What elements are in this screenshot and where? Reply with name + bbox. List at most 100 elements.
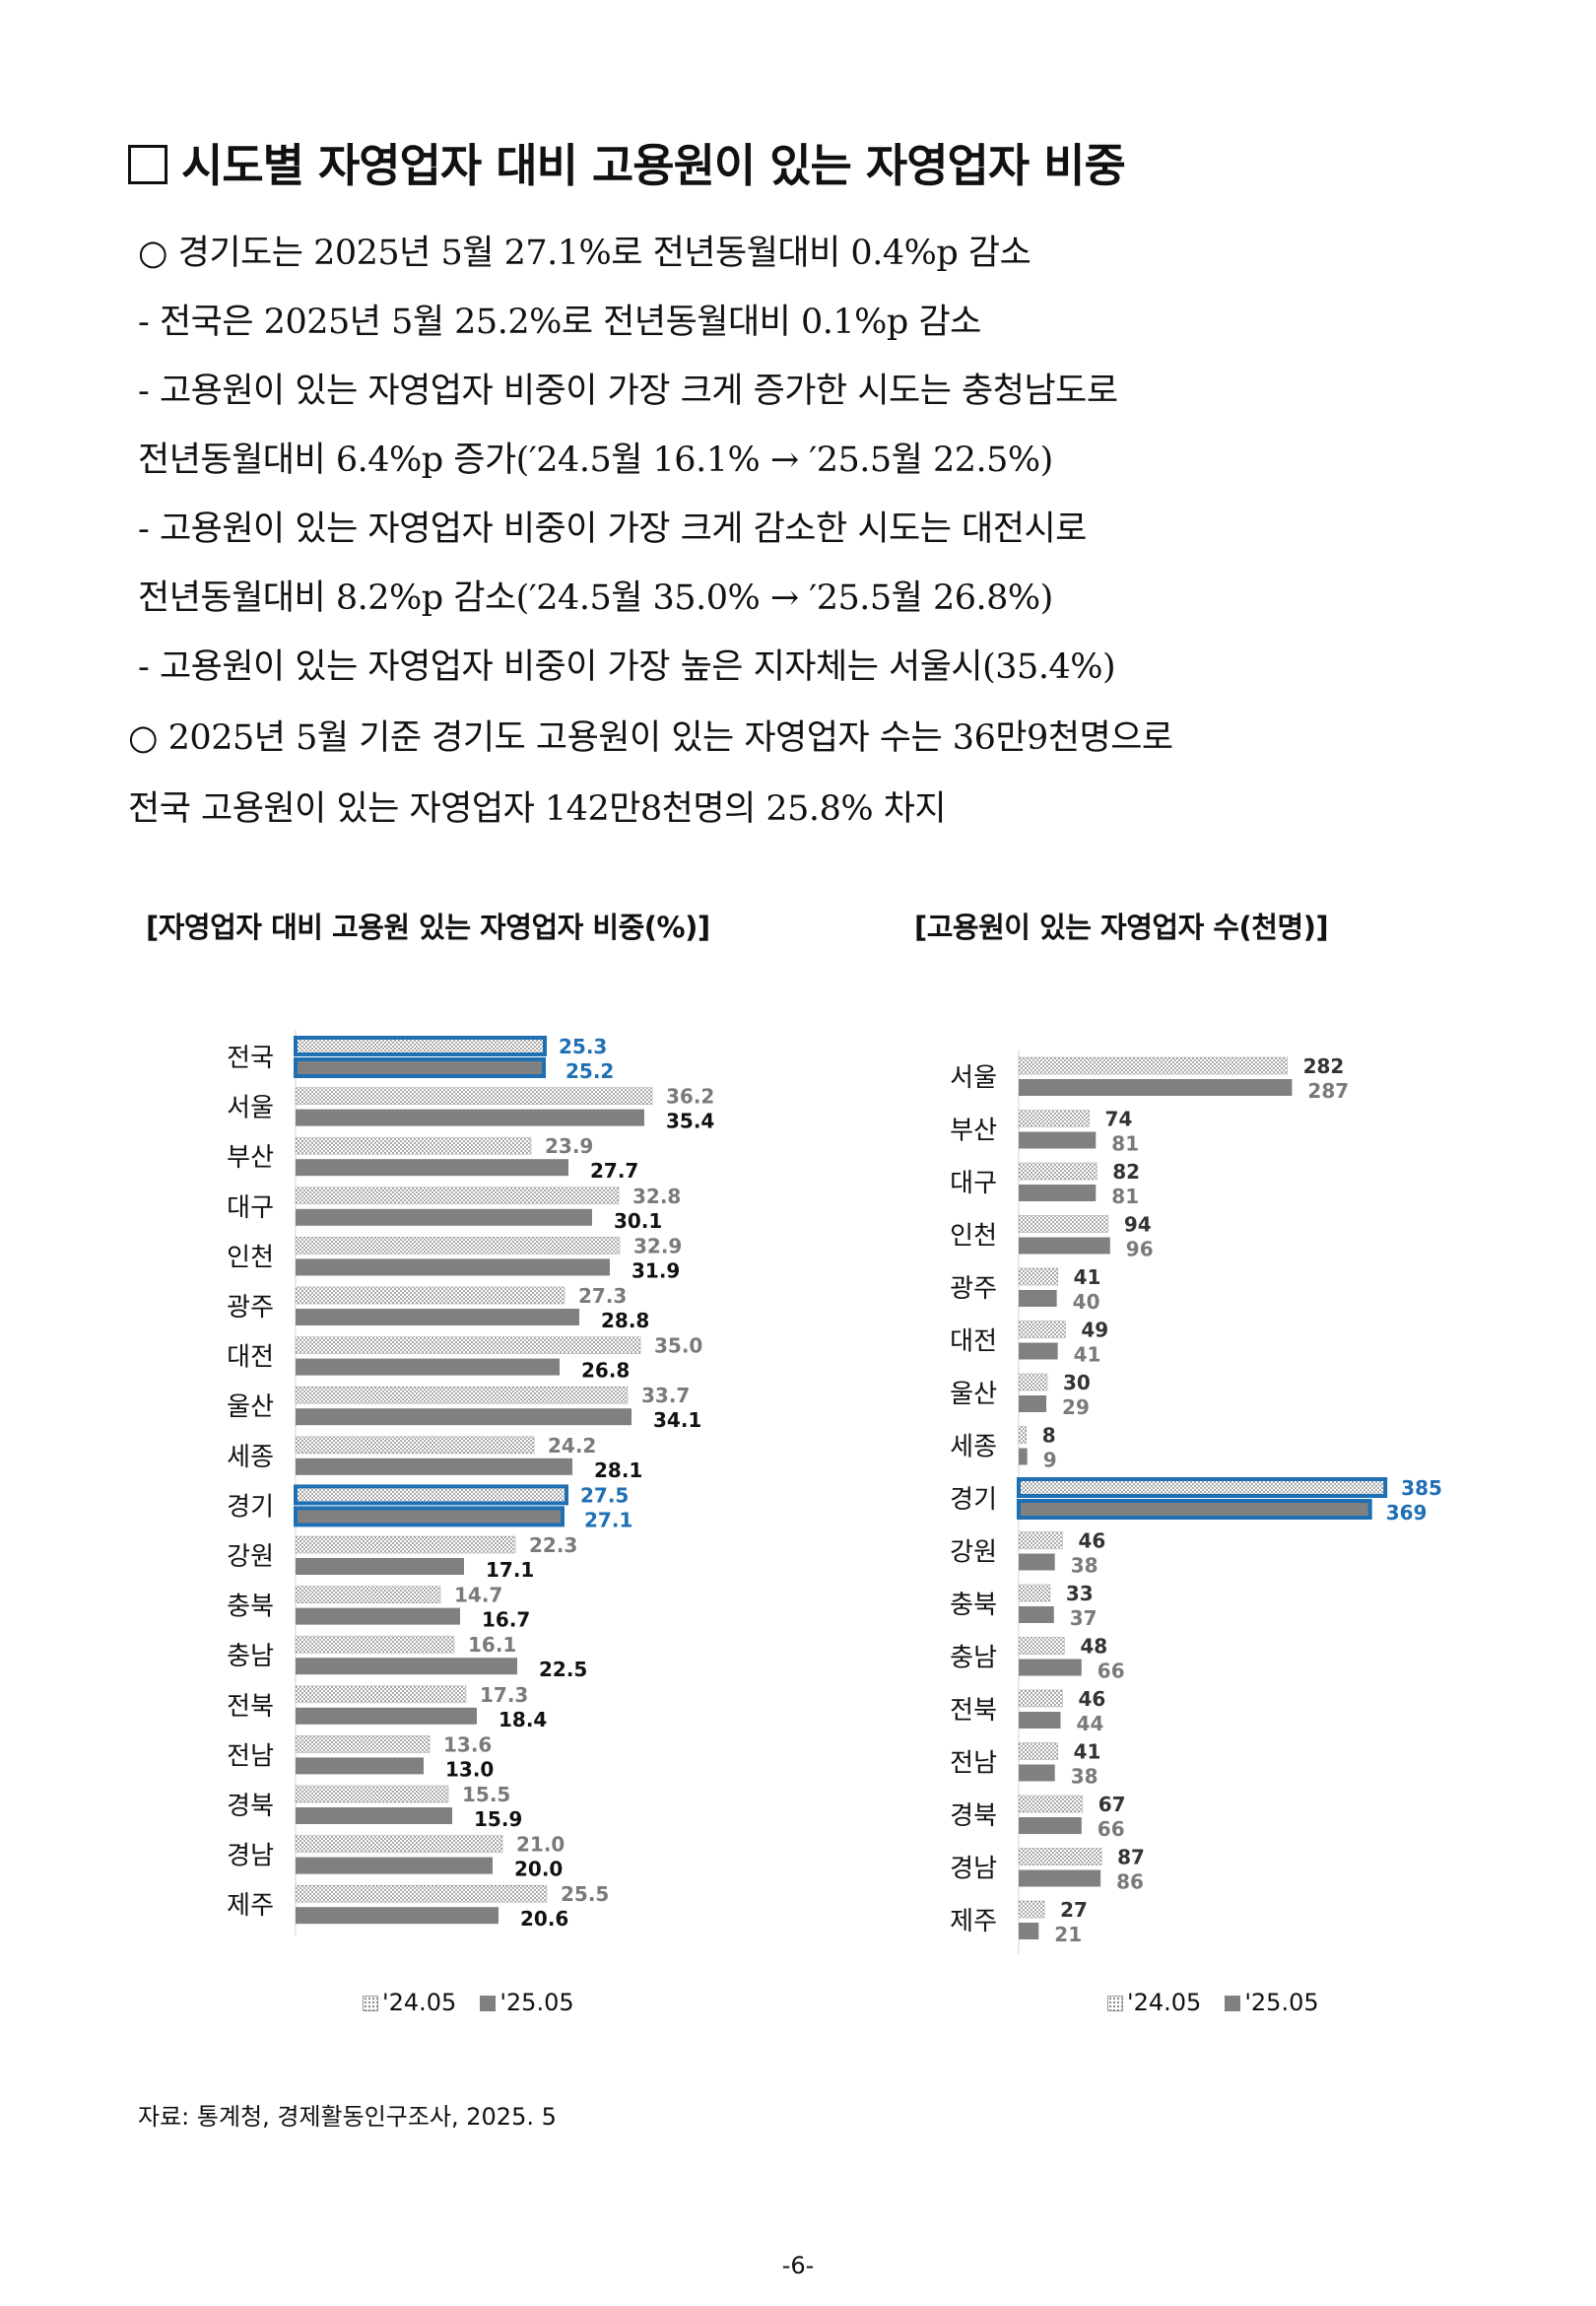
category-label: 전남	[950, 1749, 997, 1779]
bar-2024	[1018, 1900, 1045, 1919]
category-label: 전북	[950, 1696, 997, 1726]
value-label-2025: 41	[1074, 1343, 1101, 1367]
section-heading: 시도별 자영업자 대비 고용원이 있는 자영업자 비중	[128, 130, 1126, 195]
category-label: 대구	[950, 1169, 997, 1198]
value-label-2025: 35.4	[666, 1110, 714, 1133]
value-label-2024: 282	[1303, 1054, 1345, 1078]
bar-2024	[294, 1036, 547, 1056]
bar-2024	[295, 1237, 621, 1255]
bar-2024	[1018, 1162, 1097, 1181]
value-label-2025: 9	[1043, 1449, 1057, 1472]
bar-2025	[296, 1707, 477, 1725]
chart-ratio-svg: 전국 25.325.2 서울 36.235.4 부산 23.927.7 대구 32.830.1…	[227, 1030, 714, 1935]
category-label: 광주	[227, 1293, 274, 1323]
legend-label: '24.05	[1127, 1989, 1202, 2016]
category-label: 서울	[227, 1094, 274, 1123]
value-label-2024: 41	[1074, 1265, 1101, 1289]
category-label: 인천	[950, 1222, 997, 1252]
value-label-2025: 15.9	[474, 1807, 522, 1831]
value-label-2025: 40	[1073, 1290, 1100, 1314]
value-label-2025: 21	[1054, 1923, 1082, 1946]
bar-2024	[295, 1535, 516, 1554]
bar-2024	[295, 1785, 449, 1803]
legend-item-2025: '25.05	[480, 1989, 574, 2016]
bar-2025	[294, 1506, 565, 1527]
bar-2024	[1017, 1477, 1388, 1498]
category-label: 인천	[227, 1243, 274, 1272]
value-label-2024: 27.3	[578, 1284, 627, 1308]
value-label-2025: 22.5	[539, 1658, 587, 1681]
bar-2024	[295, 1685, 467, 1704]
value-label-2024: 33	[1066, 1582, 1094, 1605]
bar-2025	[1019, 1869, 1101, 1887]
bar-2025	[1019, 1712, 1061, 1729]
category-label: 경남	[227, 1842, 274, 1871]
value-label-2024: 16.1	[468, 1633, 516, 1657]
value-label-2025: 26.8	[581, 1359, 630, 1383]
heading-text: 시도별 자영업자 대비 고용원이 있는 자영업자 비중	[181, 139, 1126, 192]
bullet-line: - 고용원이 있는 자영업자 비중이 가장 높은 지자체는 서울시(35.4%)	[138, 647, 1116, 687]
value-label-2025: 81	[1111, 1185, 1139, 1208]
legend-item-2024: '24.05	[1107, 1989, 1201, 2016]
bar-2025	[1019, 1606, 1054, 1623]
value-label-2024: 32.9	[633, 1234, 682, 1257]
category-label: 경북	[227, 1792, 274, 1821]
category-label: 대구	[227, 1193, 274, 1223]
category-label: 강원	[227, 1542, 274, 1572]
bar-2024	[1018, 1848, 1102, 1865]
value-label-2024: 24.2	[548, 1434, 596, 1458]
value-label-2025: 66	[1097, 1660, 1125, 1683]
value-label-2024: 25.5	[561, 1882, 609, 1906]
checkbox-square-icon	[128, 145, 167, 184]
bullet-line: ○ 경기도는 2025년 5월 27.1%로 전년동월대비 0.4%p 감소	[138, 234, 1031, 273]
value-label-2024: 35.0	[654, 1334, 702, 1358]
bar-2024	[1018, 1267, 1058, 1286]
legend-label: '25.05	[499, 1989, 574, 2016]
category-label: 전남	[227, 1741, 274, 1771]
value-label-2024: 82	[1112, 1160, 1140, 1184]
category-label: 제주	[950, 1907, 997, 1936]
value-label-2025: 18.4	[499, 1708, 547, 1731]
value-label-2024: 27	[1060, 1898, 1088, 1922]
bar-2025	[1017, 1499, 1372, 1520]
bar-2025	[296, 1558, 464, 1575]
category-label: 충북	[950, 1591, 997, 1620]
bar-2025	[296, 1258, 610, 1276]
bar-2025	[1019, 1290, 1057, 1307]
value-label-2025: 17.1	[486, 1558, 534, 1582]
bar-2024	[1018, 1321, 1066, 1338]
bar-2024	[1018, 1373, 1048, 1391]
bar-2024	[1018, 1689, 1063, 1708]
value-label-2025: 287	[1307, 1079, 1349, 1103]
bullet-line: - 고용원이 있는 자영업자 비중이 가장 크게 증가한 시도는 충청남도로	[138, 372, 1118, 411]
value-label-2025: 96	[1126, 1238, 1154, 1261]
bar-2024	[295, 1635, 455, 1654]
category-label: 전국	[227, 1044, 274, 1073]
value-label-2025: 28.8	[601, 1309, 649, 1332]
value-label-2025: 38	[1071, 1554, 1098, 1578]
value-label-2024: 30	[1063, 1371, 1091, 1394]
category-label: 세종	[950, 1433, 997, 1462]
value-label-2024: 13.6	[443, 1732, 492, 1756]
value-label-2024: 49	[1081, 1319, 1108, 1342]
category-label: 강원	[950, 1538, 997, 1568]
value-label-2024: 48	[1080, 1635, 1107, 1659]
category-label: 경기	[227, 1492, 274, 1522]
bar-2025	[296, 1458, 572, 1475]
bar-2025	[1019, 1553, 1055, 1571]
value-label-2025: 81	[1111, 1132, 1139, 1156]
value-label-2024: 67	[1098, 1793, 1126, 1816]
bar-2024	[295, 1436, 535, 1455]
value-label-2025: 25.2	[565, 1059, 614, 1083]
chart-title-ratio: [자영업자 대비 고용원 있는 자영업자 비중(%)]	[146, 911, 710, 944]
bar-2024	[295, 1087, 653, 1105]
chart-count: 서울 282 287 부산 74 81 대구 82 81 인천 94 96 광주 41 40 대전 49 41 울산…	[887, 1040, 1478, 1956]
bullet-line: ○ 2025년 5월 기준 경기도 고용원이 있는 자영업자 수는 36만9천명…	[128, 718, 1173, 758]
bar-2025	[296, 1658, 517, 1675]
value-label-2024: 14.7	[454, 1584, 502, 1607]
bar-2025	[296, 1907, 499, 1925]
bar-2024	[295, 1586, 441, 1603]
value-label-2025: 38	[1071, 1765, 1098, 1789]
chart-title-count: [고용원이 있는 자영업자 수(천명)]	[914, 911, 1329, 944]
